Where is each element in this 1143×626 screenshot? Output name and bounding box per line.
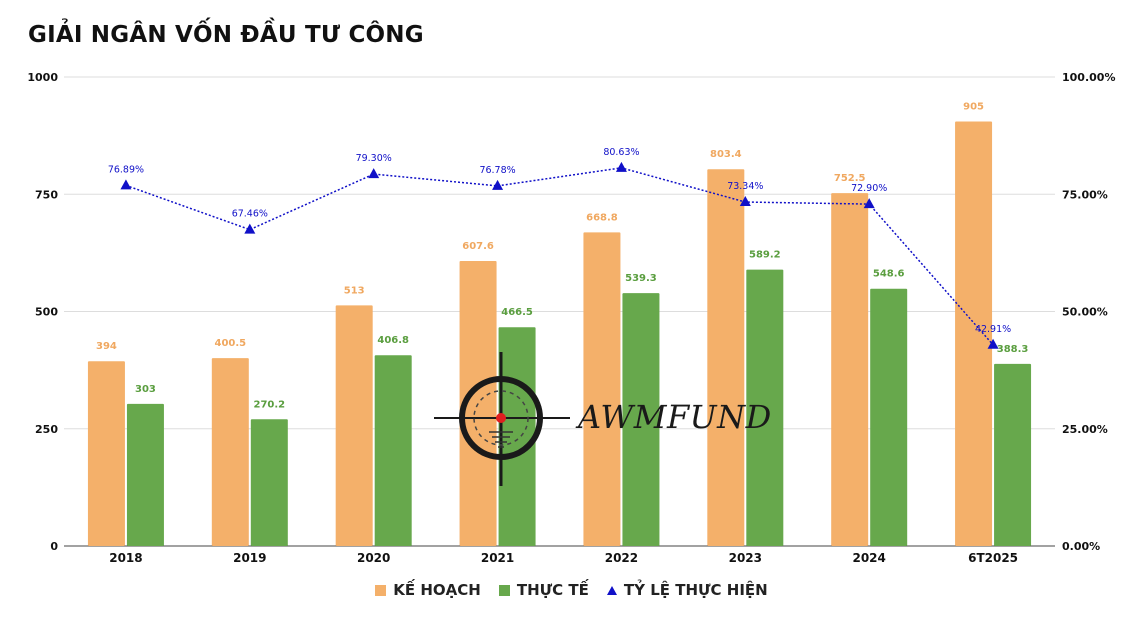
- legend-item-ratio: TỶ LỆ THỰC HIỆN: [606, 581, 768, 599]
- bar-plan-label: 752.5: [834, 173, 866, 184]
- bar-actual: [250, 419, 288, 546]
- legend: KẾ HOẠCH THỰC TẾ TỶ LỆ THỰC HIỆN: [0, 581, 1143, 599]
- bar-actual-label: 303: [135, 384, 156, 395]
- ratio-point-label: 42.91%: [975, 324, 1011, 335]
- left-axis-tick-label: 250: [35, 423, 58, 436]
- bar-plan: [707, 169, 745, 547]
- left-axis-ticks: 0 250 500 750 1000: [27, 71, 58, 553]
- ratio-series-line: [125, 167, 994, 346]
- chart-title: GIẢI NGÂN VỐN ĐẦU TƯ CÔNG: [28, 22, 424, 48]
- right-axis-tick-label: 0.00%: [1062, 540, 1100, 553]
- bar-actual-label: 406.8: [377, 335, 409, 346]
- legend-label-plan: KẾ HOẠCH: [393, 581, 481, 599]
- ratio-point-marker: [492, 179, 504, 190]
- ratio-point-marker: [987, 338, 999, 349]
- ratio-point-marker: [615, 161, 627, 172]
- x-axis-tick-label: 2024: [852, 551, 885, 565]
- watermark-text: AWMFUND: [578, 398, 772, 436]
- ratio-point-label: 76.78%: [479, 165, 515, 176]
- x-axis-tick-label: 2019: [233, 551, 266, 565]
- right-axis-tick-label: 50.00%: [1062, 306, 1108, 319]
- bars: [87, 121, 1032, 547]
- bar-plan: [831, 193, 869, 546]
- bar-plan: [211, 358, 249, 546]
- bar-actual: [374, 355, 412, 546]
- bar-plan-label: 905: [963, 102, 984, 113]
- legend-label-actual: THỰC TẾ: [516, 581, 589, 599]
- legend-label-ratio: TỶ LỆ THỰC HIỆN: [623, 581, 768, 599]
- left-axis-tick-label: 500: [35, 306, 58, 319]
- bar-actual: [994, 363, 1032, 546]
- bar-plan-label: 394: [96, 341, 117, 352]
- x-axis-tick-label: 2021: [481, 551, 514, 565]
- bar-plan-label: 803.4: [710, 149, 742, 160]
- x-axis-tick-label: 2020: [357, 551, 390, 565]
- bar-actual-label: 388.3: [997, 344, 1029, 355]
- ratio-point-label: 79.30%: [356, 153, 392, 164]
- x-axis-tick-label: 2023: [729, 551, 762, 565]
- x-axis-tick-label: 6T2025: [968, 551, 1018, 565]
- ratio-point-label: 80.63%: [603, 147, 639, 158]
- crosshair-target-icon: [434, 352, 570, 486]
- bar-actual: [870, 288, 908, 546]
- legend-triangle-ratio: [606, 585, 617, 595]
- left-axis-tick-label: 750: [35, 188, 58, 201]
- bar-plan-label: 668.8: [586, 212, 618, 223]
- ratio-point-marker: [120, 179, 132, 190]
- watermark: AWMFUND: [430, 350, 772, 490]
- legend-swatch-plan: [375, 584, 387, 596]
- ratio-point-label: 72.90%: [851, 183, 887, 194]
- bar-plan-label: 513: [344, 285, 365, 296]
- ratio-line: 76.89% 67.46% 79.30% 76.78% 80.63% 73.34% 72.9…: [108, 147, 1011, 349]
- ratio-point-marker: [863, 198, 875, 209]
- ratio-point-label: 76.89%: [108, 164, 144, 175]
- bar-actual: [746, 269, 784, 546]
- right-axis-ticks: 0.00% 25.00% 50.00% 75.00% 100.00%: [1062, 71, 1115, 553]
- bar-actual-label: 589.2: [749, 250, 781, 261]
- bar-plan-label: 607.6: [462, 241, 494, 252]
- x-axis-tick-label: 2018: [109, 551, 142, 565]
- ratio-point-label: 73.34%: [727, 181, 763, 192]
- right-axis-tick-label: 25.00%: [1062, 423, 1108, 436]
- right-axis-tick-label: 100.00%: [1062, 71, 1115, 84]
- ratio-point-label: 67.46%: [232, 209, 268, 220]
- bar-actual-label: 270.2: [253, 399, 285, 410]
- legend-item-actual: THỰC TẾ: [498, 581, 589, 599]
- ratio-point-marker: [368, 168, 380, 179]
- ratio-point-marker: [244, 223, 256, 234]
- bar-actual: [622, 293, 660, 546]
- right-axis-tick-label: 75.00%: [1062, 188, 1108, 201]
- legend-item-plan: KẾ HOẠCH: [375, 581, 481, 599]
- bar-plan-label: 400.5: [214, 338, 246, 349]
- left-axis-tick-label: 1000: [27, 71, 58, 84]
- bar-actual-label: 539.3: [625, 273, 657, 284]
- bar-plan: [87, 361, 125, 546]
- bar-plan: [583, 232, 621, 546]
- bar-actual-label: 548.6: [873, 269, 905, 280]
- x-axis-ticks: 2018 2019 2020 2021 2022 2023 2024 6T2025: [109, 551, 1018, 565]
- bar-actual: [126, 403, 164, 546]
- bar-actual-label: 466.5: [501, 307, 533, 318]
- bar-value-labels: 394 303 400.5 270.2 513 406.8 607.6 466.5 668.8 5…: [96, 102, 1028, 411]
- legend-swatch-actual: [498, 584, 510, 596]
- bar-plan: [335, 305, 373, 546]
- left-axis-tick-label: 0: [50, 540, 58, 553]
- bar-plan: [955, 121, 993, 547]
- chart-canvas: 0 250 500 750 1000 0.00% 25.00% 50.00% 75.00% 10…: [27, 71, 1115, 565]
- x-axis-tick-label: 2022: [605, 551, 638, 565]
- ratio-point-marker: [739, 196, 751, 207]
